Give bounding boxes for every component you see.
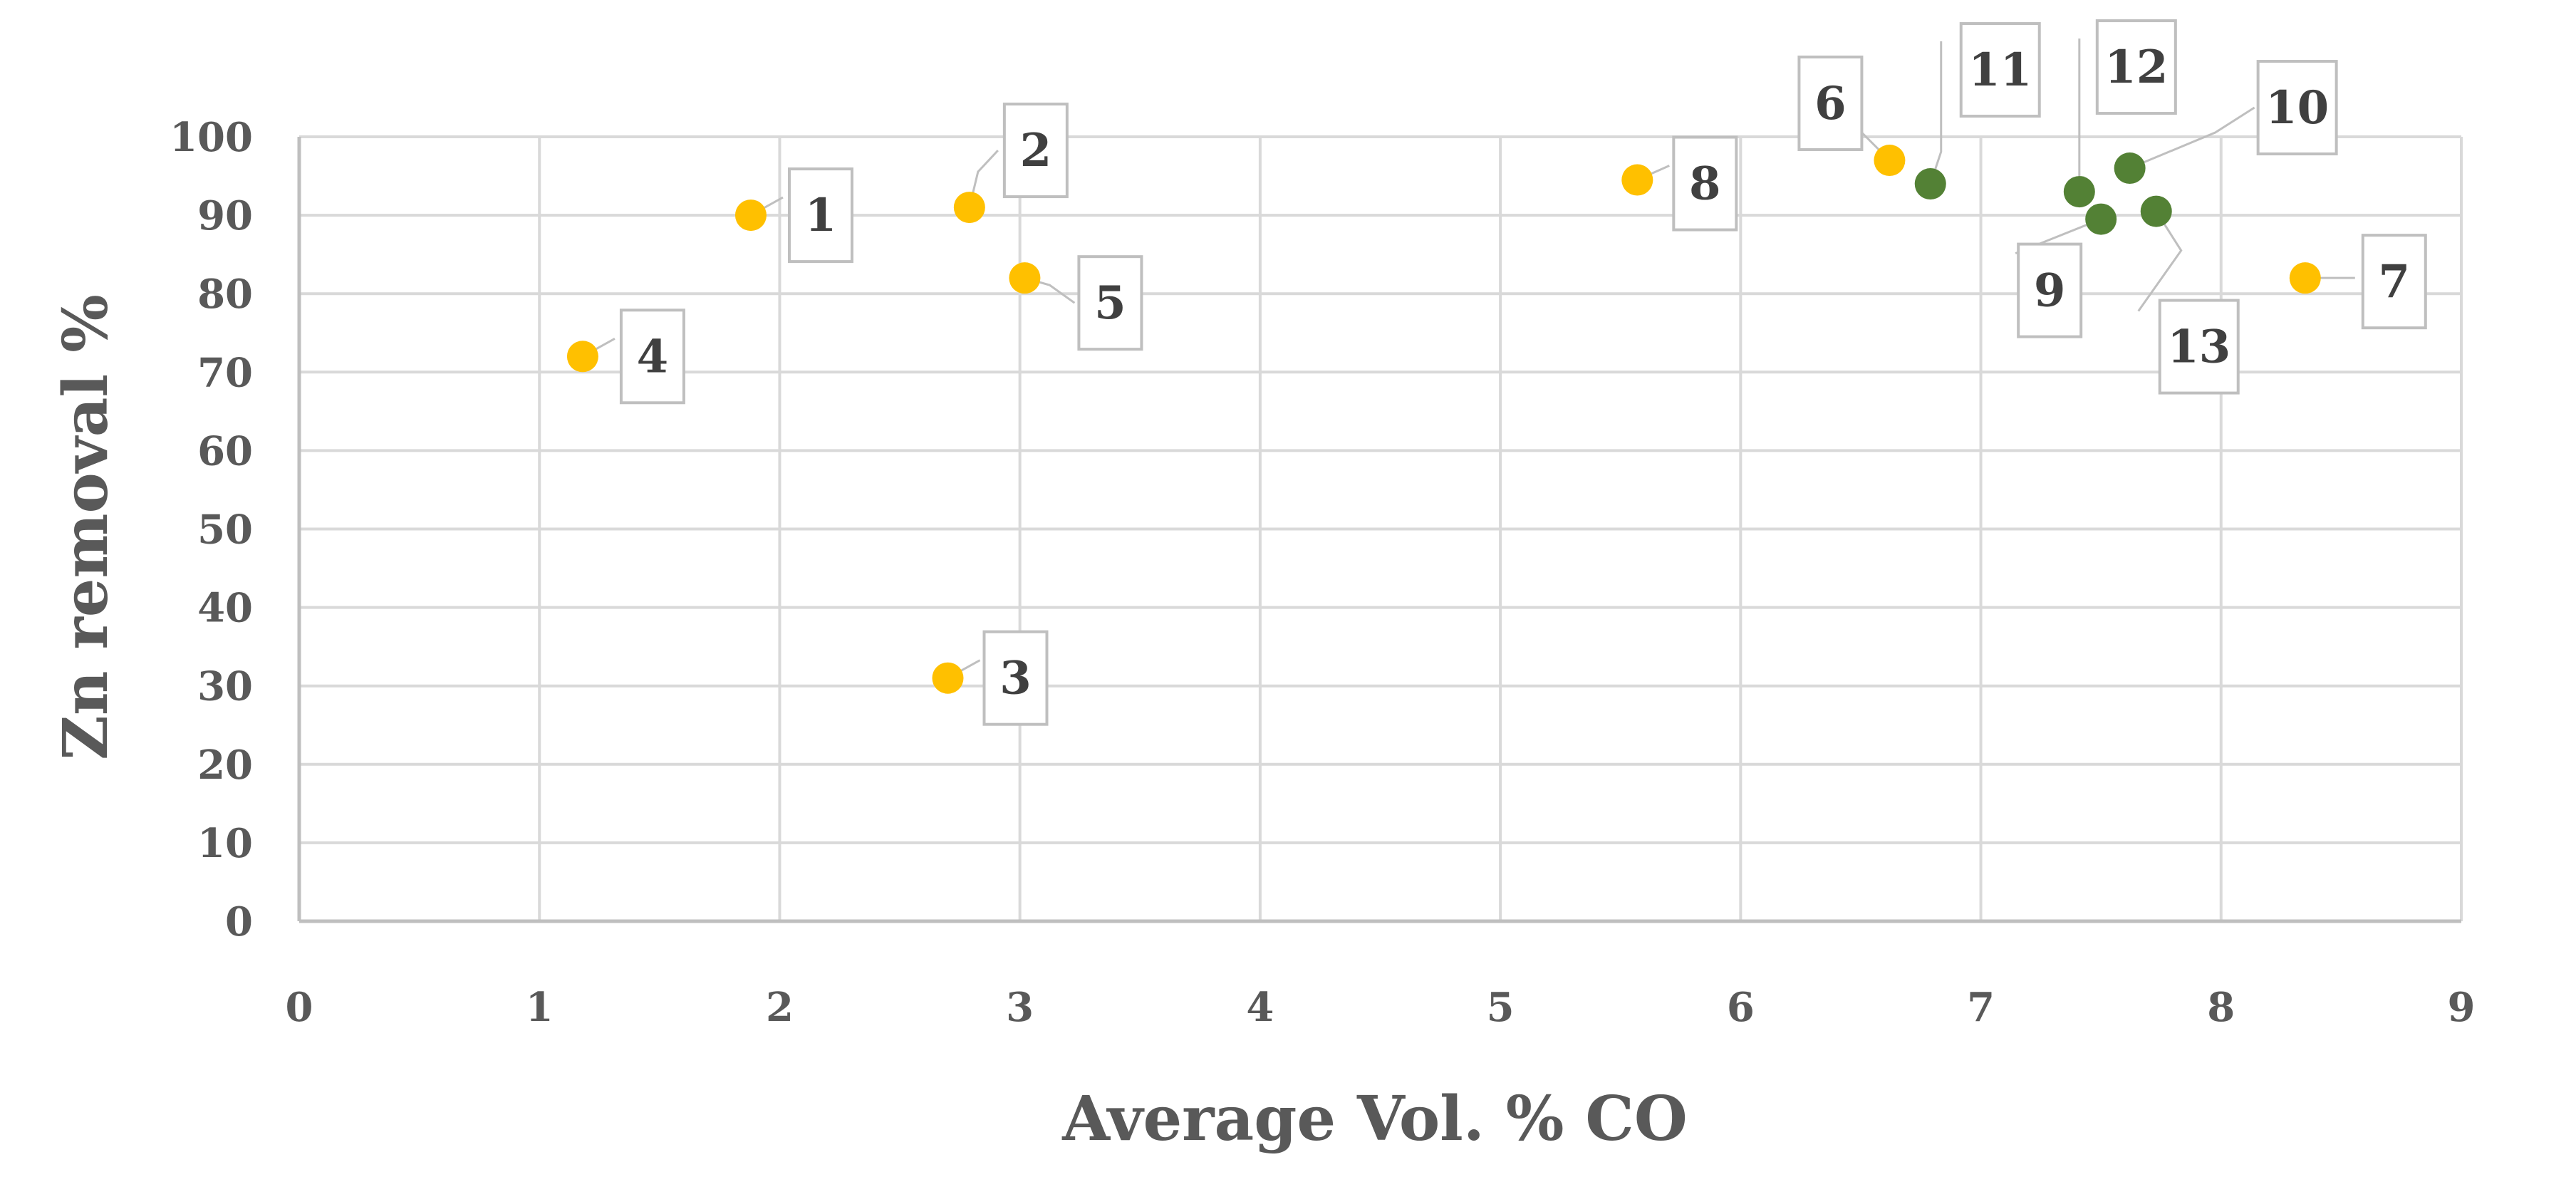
point-label-box [1077, 255, 1143, 351]
data-point [2085, 203, 2117, 235]
point-label-box [2158, 299, 2240, 395]
data-point [932, 662, 964, 694]
y-tick-label: 50 [197, 507, 253, 554]
data-point [1874, 145, 1906, 177]
y-tick-label: 60 [197, 427, 253, 475]
point-label-box [2017, 242, 2083, 338]
data-point [2140, 195, 2172, 227]
x-tick-label: 6 [1727, 984, 1755, 1031]
data-point [566, 341, 598, 373]
data-point [734, 199, 767, 232]
point-label-box [1797, 56, 1864, 152]
gridlines [297, 135, 2463, 923]
data-point [2114, 152, 2146, 185]
x-tick-label: 7 [1967, 984, 1995, 1031]
point-label-box [619, 308, 685, 405]
point-label-box [1672, 135, 1738, 232]
data-point [1621, 164, 1653, 196]
label-leaders [582, 38, 2355, 680]
point-label: 11 [1968, 43, 2032, 97]
point-label: 5 [1094, 276, 1126, 330]
y-tick-label: 90 [197, 192, 253, 239]
x-tick-label: 4 [1246, 984, 1274, 1031]
data-point [2289, 262, 2321, 294]
y-tick-label: 70 [197, 349, 253, 396]
x-tick-label: 5 [1487, 984, 1515, 1031]
point-label: 13 [2167, 321, 2230, 374]
data-points [566, 145, 2321, 694]
point-label: 2 [1020, 124, 1052, 177]
data-point [953, 192, 985, 224]
point-label-box [982, 630, 1049, 726]
x-tick-label: 2 [766, 984, 794, 1031]
x-tick-label: 0 [286, 984, 313, 1031]
data-point [1914, 168, 1946, 200]
label-leader-line [1929, 41, 1943, 185]
point-label-box [787, 167, 853, 264]
point-label-box [1002, 103, 1069, 199]
point-label: 6 [1814, 77, 1847, 130]
point-label-box [2361, 234, 2427, 330]
x-tick-label: 8 [2207, 984, 2235, 1031]
point-label: 7 [2379, 255, 2411, 308]
point-label: 9 [2034, 264, 2066, 318]
point-label: 12 [2104, 41, 2168, 94]
point-label-box [2095, 19, 2177, 115]
point-label: 8 [1689, 157, 1721, 211]
y-tick-label: 80 [197, 271, 253, 318]
y-tick-label: 30 [197, 663, 253, 710]
data-point [1009, 262, 1041, 294]
x-tick-label: 3 [1006, 984, 1034, 1031]
data-point [2063, 176, 2095, 208]
point-label: 10 [2265, 81, 2329, 135]
point-label-box [2256, 60, 2338, 156]
label-leader-line [2129, 106, 2255, 170]
x-axis-title: Average Vol. % CO [1061, 1083, 1688, 1155]
point-label: 1 [805, 189, 837, 242]
point-label-box [1959, 22, 2041, 118]
x-tick-label: 9 [2448, 984, 2476, 1031]
y-tick-label: 20 [197, 742, 253, 789]
x-tick-label: 1 [526, 984, 554, 1031]
y-tick-label: 100 [170, 114, 253, 161]
point-label: 3 [999, 652, 1032, 705]
point-label: 4 [637, 330, 669, 383]
y-tick-label: 0 [225, 898, 253, 945]
y-axis-title: Zn removal % [50, 294, 122, 760]
y-tick-label: 40 [197, 585, 253, 632]
y-tick-label: 10 [197, 820, 253, 867]
